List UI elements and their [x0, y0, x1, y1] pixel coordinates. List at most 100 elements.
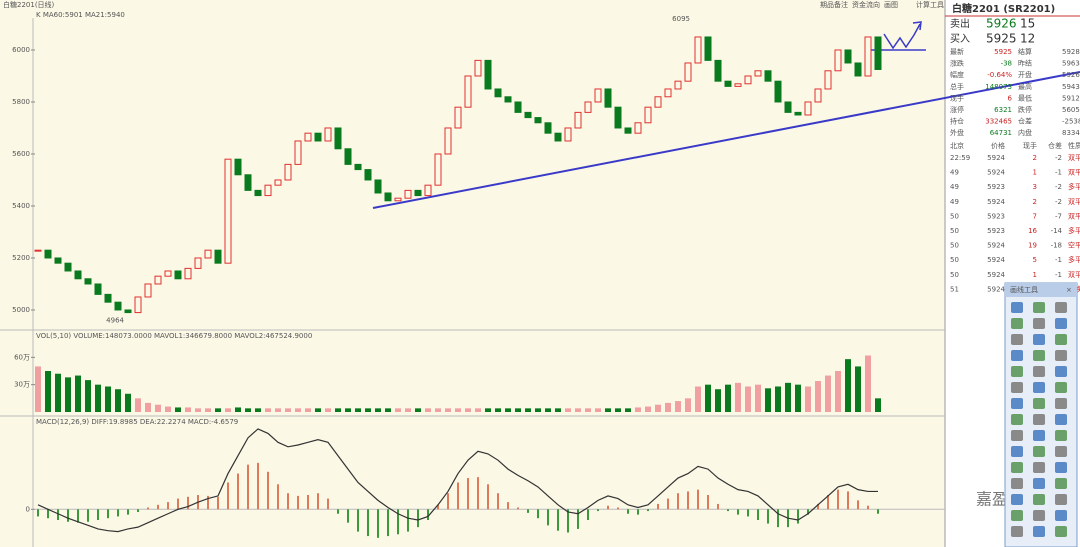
tool-icon[interactable] — [1011, 398, 1023, 409]
tool-icon[interactable] — [1033, 478, 1045, 489]
tool-icon[interactable] — [1011, 510, 1023, 521]
tool-icon[interactable] — [1055, 494, 1067, 505]
candle — [164, 270, 172, 277]
candle — [524, 111, 532, 119]
tool-icon[interactable] — [1055, 414, 1067, 425]
tool-icon[interactable] — [1055, 382, 1067, 393]
tool-icon[interactable] — [1033, 382, 1045, 393]
volume-bar — [745, 386, 751, 412]
volume-bar — [375, 408, 381, 412]
candle — [584, 101, 592, 113]
quote-label: 内盘 — [1018, 128, 1032, 137]
volume-bar — [215, 408, 221, 412]
volume-bar — [525, 408, 531, 412]
toolbar-button[interactable]: 画图 — [884, 1, 898, 9]
volume-bar — [815, 381, 821, 412]
trade-cell: 5924 — [987, 271, 1005, 279]
tool-icon[interactable] — [1055, 318, 1067, 329]
tool-icon[interactable] — [1033, 350, 1045, 361]
tool-icon[interactable] — [1011, 494, 1023, 505]
candle — [534, 117, 542, 124]
volume-bar — [295, 408, 301, 412]
quote-label: 开盘 — [1018, 70, 1032, 79]
trade-header: 价格 — [991, 141, 1005, 150]
volume-bar — [245, 408, 251, 412]
y-tick-label: 5600 — [12, 150, 30, 158]
candle — [214, 249, 222, 264]
volume-bar — [135, 398, 141, 412]
tool-icon[interactable] — [1011, 350, 1023, 361]
trade-cell: 7 — [1033, 212, 1037, 220]
tool-icon[interactable] — [1033, 398, 1045, 409]
tool-icon[interactable] — [1011, 446, 1023, 457]
tool-icon[interactable] — [1011, 478, 1023, 489]
tool-icon[interactable] — [1055, 478, 1067, 489]
tool-icon[interactable] — [1055, 446, 1067, 457]
candle — [484, 59, 492, 90]
quote-label: 买入 — [950, 33, 970, 45]
tool-icon[interactable] — [1011, 302, 1023, 313]
candle — [634, 122, 642, 134]
volume-bar — [825, 375, 831, 412]
trade-cell: 50 — [950, 256, 959, 264]
tool-icon[interactable] — [1011, 430, 1023, 441]
tool-icon[interactable] — [1011, 366, 1023, 377]
trade-cell: -7 — [1055, 212, 1062, 220]
tool-icon[interactable] — [1033, 526, 1045, 537]
trade-cell: 3 — [1033, 183, 1037, 191]
toolbar-button[interactable]: 计算工具 — [916, 0, 944, 9]
volume-bar — [835, 371, 841, 412]
tool-icon[interactable] — [1011, 462, 1023, 473]
tool-icon[interactable] — [1033, 414, 1045, 425]
tool-icon[interactable] — [1055, 462, 1067, 473]
tool-icon[interactable] — [1033, 446, 1045, 457]
tool-icon[interactable] — [1033, 462, 1045, 473]
tool-icon[interactable] — [1033, 302, 1045, 313]
tool-icon[interactable] — [1055, 526, 1067, 537]
candle — [254, 189, 262, 197]
y-tick-label: 6000 — [12, 46, 30, 54]
volume-bar — [575, 408, 581, 412]
candle — [34, 249, 42, 252]
tool-icon[interactable] — [1033, 510, 1045, 521]
tool-icon[interactable] — [1011, 382, 1023, 393]
chart-bg — [0, 0, 945, 547]
tool-icon[interactable] — [1055, 302, 1067, 313]
tool-icon[interactable] — [1055, 334, 1067, 345]
tool-icon[interactable] — [1011, 414, 1023, 425]
tool-icon[interactable] — [1033, 494, 1045, 505]
toolbar-close[interactable]: × — [1066, 286, 1072, 294]
candle — [844, 49, 852, 64]
trade-cell: -1 — [1055, 169, 1062, 177]
tool-icon[interactable] — [1011, 334, 1023, 345]
tool-icon[interactable] — [1033, 430, 1045, 441]
toolbar-button[interactable]: 资金流向 — [852, 0, 880, 9]
volume-bar — [45, 371, 51, 412]
candle — [604, 88, 612, 108]
candle — [724, 80, 732, 87]
candle — [124, 309, 132, 314]
tool-icon[interactable] — [1055, 430, 1067, 441]
trade-cell: 50 — [950, 227, 959, 235]
candle — [864, 36, 872, 77]
candle — [104, 293, 112, 303]
tool-icon[interactable] — [1011, 318, 1023, 329]
quote-size: 15 — [1020, 17, 1035, 31]
ma-legend: K MA60:5901 MA21:5940 — [36, 11, 125, 19]
trade-cell: 5924 — [987, 154, 1005, 162]
tool-icon[interactable] — [1055, 366, 1067, 377]
tool-icon[interactable] — [1055, 510, 1067, 521]
candle — [174, 270, 182, 280]
volume-bar — [255, 408, 261, 412]
candle — [64, 262, 72, 272]
tool-icon[interactable] — [1055, 398, 1067, 409]
tool-icon[interactable] — [1033, 318, 1045, 329]
toolbar-button[interactable]: 期品备注 — [820, 0, 848, 9]
tool-icon[interactable] — [1033, 334, 1045, 345]
candle — [74, 270, 82, 280]
volume-bar — [765, 388, 771, 412]
tool-icon[interactable] — [1011, 526, 1023, 537]
volume-bar — [315, 408, 321, 412]
tool-icon[interactable] — [1033, 366, 1045, 377]
tool-icon[interactable] — [1055, 350, 1067, 361]
